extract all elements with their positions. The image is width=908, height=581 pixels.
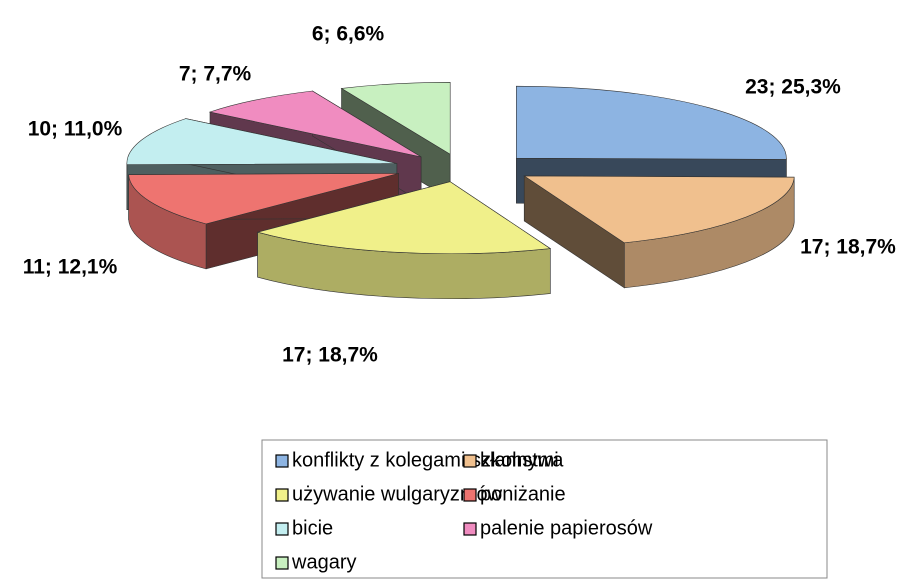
legend-swatch [275, 488, 289, 502]
data-label: 11; 12,1% [23, 256, 118, 279]
data-label: 10; 11,0% [28, 118, 123, 141]
legend-label: palenie papierosów [480, 517, 653, 539]
pie-slice [256, 181, 552, 299]
pie-slice [128, 173, 399, 270]
pie-slice [523, 175, 795, 289]
data-label: 23; 25,3% [745, 76, 841, 99]
legend-label: wagary [291, 551, 356, 573]
slice-top [128, 173, 399, 225]
slice-top [126, 118, 397, 166]
legend-swatch [275, 454, 289, 468]
legend-swatch [463, 454, 477, 468]
slice-top [516, 85, 787, 160]
data-label: 7; 7,7% [179, 63, 252, 86]
legend-label: konflikty z kolegami szkolnymi [292, 449, 559, 471]
legend-swatch [275, 522, 289, 536]
slice-top [340, 81, 451, 155]
legend-label: kłamstwa [480, 449, 564, 471]
legend-box [261, 439, 828, 579]
data-label: 17; 18,7% [282, 344, 378, 367]
data-label: 17; 18,7% [800, 236, 896, 259]
data-label: 6; 6,6% [312, 23, 385, 46]
legend-label: bicie [292, 517, 333, 539]
legend-swatch [463, 488, 477, 502]
slice-top [208, 90, 422, 158]
slice-top [523, 175, 795, 244]
legend-label: używanie wulgaryzmów [292, 483, 503, 505]
slice-top [256, 181, 552, 254]
legend-label: poniżanie [480, 483, 566, 505]
legend-swatch [275, 556, 289, 570]
legend-swatch [463, 522, 477, 536]
